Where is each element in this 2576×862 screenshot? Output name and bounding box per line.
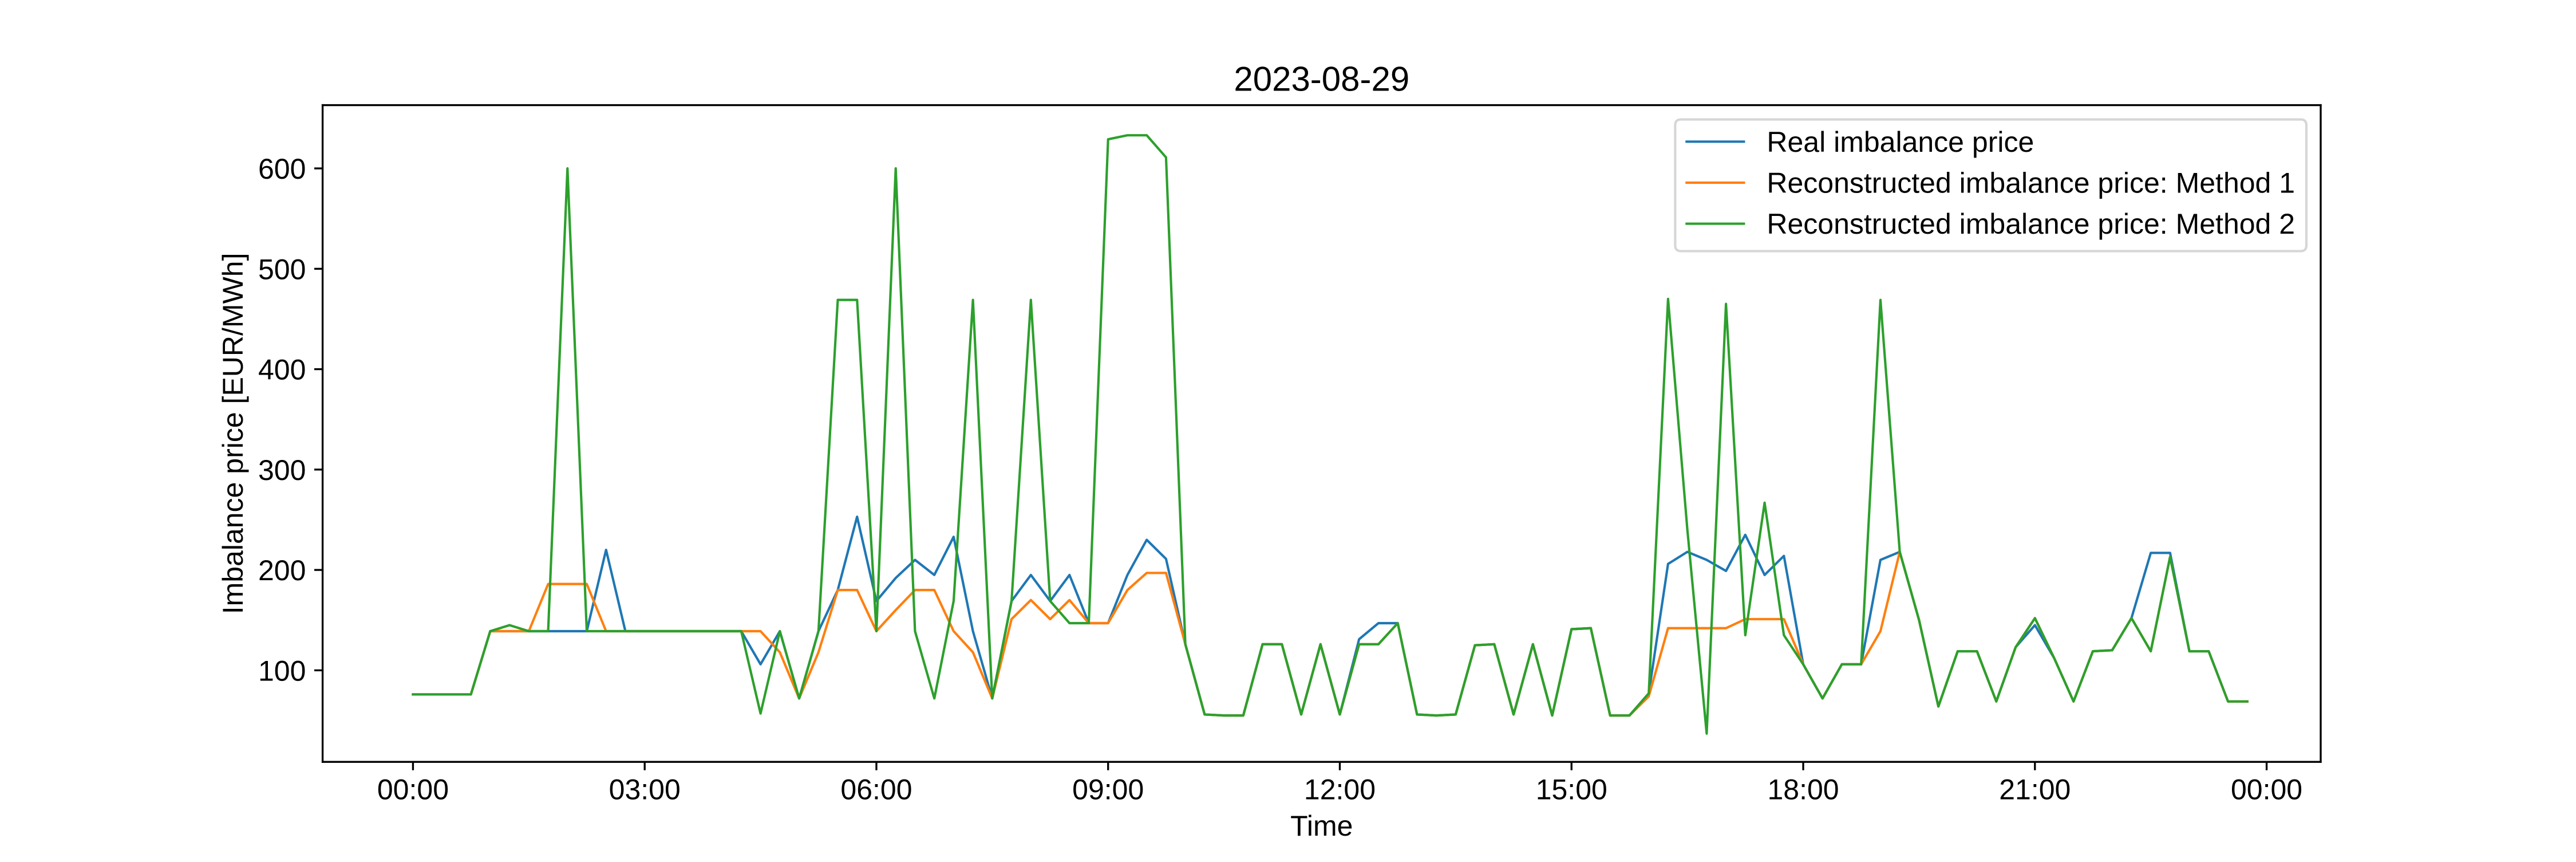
svg-text:Reconstructed imbalance price:: Reconstructed imbalance price: Method 2 bbox=[1767, 208, 2295, 240]
svg-text:18:00: 18:00 bbox=[1767, 774, 1839, 806]
svg-text:00:00: 00:00 bbox=[2231, 774, 2302, 806]
svg-text:500: 500 bbox=[258, 253, 306, 285]
svg-text:300: 300 bbox=[258, 454, 306, 486]
svg-text:15:00: 15:00 bbox=[1536, 774, 1607, 806]
svg-text:Reconstructed imbalance price:: Reconstructed imbalance price: Method 1 bbox=[1767, 167, 2295, 199]
svg-text:2023-08-29: 2023-08-29 bbox=[1234, 60, 1409, 99]
svg-text:03:00: 03:00 bbox=[609, 774, 681, 806]
svg-text:Imbalance price [EUR/MWh]: Imbalance price [EUR/MWh] bbox=[217, 253, 249, 615]
svg-text:21:00: 21:00 bbox=[1999, 774, 2071, 806]
svg-text:200: 200 bbox=[258, 554, 306, 587]
svg-text:12:00: 12:00 bbox=[1304, 774, 1376, 806]
svg-text:09:00: 09:00 bbox=[1072, 774, 1144, 806]
svg-text:Real imbalance price: Real imbalance price bbox=[1767, 126, 2034, 158]
svg-text:400: 400 bbox=[258, 354, 306, 386]
svg-text:Time: Time bbox=[1290, 810, 1353, 842]
svg-text:600: 600 bbox=[258, 153, 306, 185]
svg-text:100: 100 bbox=[258, 655, 306, 687]
svg-text:06:00: 06:00 bbox=[840, 774, 912, 806]
svg-text:00:00: 00:00 bbox=[377, 774, 449, 806]
